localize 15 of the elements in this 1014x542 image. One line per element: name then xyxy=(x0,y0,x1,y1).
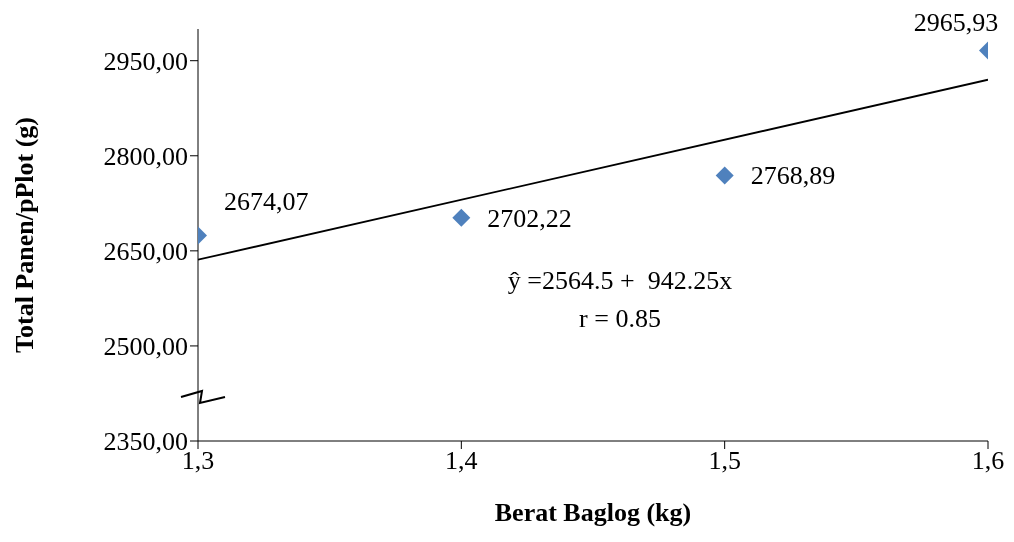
annotation: r = 0.85 xyxy=(579,304,661,334)
y-tick-label: 2800,00 xyxy=(103,142,188,171)
y-tick-label: 2650,00 xyxy=(103,237,188,267)
x-axis-title: Berat Baglog (kg) xyxy=(493,498,693,528)
annotation: ŷ =2564.5 + 942.25x xyxy=(507,266,733,296)
data-label: 2768,89 xyxy=(750,161,836,191)
x-tick-label: 1,6 xyxy=(971,446,1005,476)
data-label: 2674,07 xyxy=(224,186,309,216)
x-tick-label: 1,4 xyxy=(445,446,478,476)
data-label: 2702,22 xyxy=(487,203,572,233)
y-axis-title: Total Panen/pPlot (g) xyxy=(10,117,40,353)
data-label: 2965,93 xyxy=(913,7,999,37)
x-tick-label: 1,5 xyxy=(708,446,741,476)
y-tick-label: 2950,00 xyxy=(103,46,188,76)
y-tick-label: 2500,00 xyxy=(103,332,188,362)
